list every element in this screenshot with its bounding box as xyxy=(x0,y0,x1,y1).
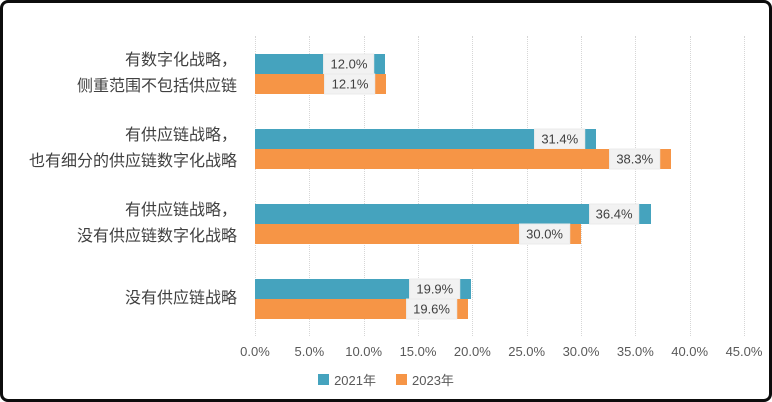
bar-2023年 xyxy=(255,148,672,169)
category-label-line: 有供应链战略， xyxy=(124,201,237,219)
x-tick-label: 25.0% xyxy=(508,344,546,359)
data-label: 12.1% xyxy=(324,73,376,94)
legend: 2021年 2023年 xyxy=(3,370,769,389)
data-label: 31.4% xyxy=(534,128,586,149)
category-label-line: 没有供应链战略 xyxy=(124,289,237,307)
category-label: 有供应链战略， 也有细分的供应链数字化战略 xyxy=(3,123,237,175)
x-tick-label: 35.0% xyxy=(616,344,654,359)
bar-2021年 xyxy=(255,128,597,149)
legend-item: 2023年 xyxy=(396,370,454,389)
gridline xyxy=(635,36,637,336)
category-label-line: 没有供应链数字化战略 xyxy=(76,227,237,245)
gridline xyxy=(255,36,256,336)
category-label-line: 有数字化战略， xyxy=(124,51,237,69)
category-label: 有数字化战略， 侧重范围不包括供应链 xyxy=(3,48,237,100)
gridline xyxy=(472,36,474,336)
legend-label: 2021年 xyxy=(334,373,376,388)
bar-2023年 xyxy=(255,223,581,244)
x-tick-label: 15.0% xyxy=(399,344,437,359)
data-label: 38.3% xyxy=(609,148,661,169)
category-label-line: 侧重范围不包括供应链 xyxy=(76,77,237,95)
x-tick-label: 30.0% xyxy=(562,344,600,359)
gridline xyxy=(744,36,745,336)
x-tick-label: 20.0% xyxy=(453,344,491,359)
gridline xyxy=(363,36,365,336)
plot-area: 12.0% 12.1% 31.4% 38.3% 36.4% 30.0% 19.9% 19.6% xyxy=(255,36,745,336)
legend-item: 2021年 xyxy=(318,370,376,389)
x-tick-label: 40.0% xyxy=(671,344,709,359)
bar-2021年 xyxy=(255,203,651,224)
category-label-line: 也有细分的供应链数字化战略 xyxy=(28,152,237,170)
x-tick-label: 10.0% xyxy=(345,344,383,359)
data-label: 19.6% xyxy=(406,298,457,319)
x-tick-label: 5.0% xyxy=(294,344,325,359)
x-tick-label: 0.0% xyxy=(240,344,270,359)
legend-label: 2023年 xyxy=(412,373,454,388)
legend-swatch-icon xyxy=(318,374,330,385)
data-label: 19.9% xyxy=(409,278,461,299)
category-label: 没有供应链战略 xyxy=(3,286,237,312)
legend-swatch-icon xyxy=(396,374,407,385)
data-label: 30.0% xyxy=(519,223,570,244)
gridline xyxy=(418,36,419,336)
gridline xyxy=(581,36,582,336)
category-label-line: 有供应链战略， xyxy=(124,126,237,144)
x-tick-label: 45.0% xyxy=(725,344,763,359)
gridline xyxy=(309,36,311,336)
data-label: 12.0% xyxy=(323,53,375,74)
category-label: 有供应链战略， 没有供应链数字化战略 xyxy=(3,198,237,250)
gridline xyxy=(689,36,691,336)
gridline xyxy=(526,36,528,336)
data-label: 36.4% xyxy=(588,203,640,224)
